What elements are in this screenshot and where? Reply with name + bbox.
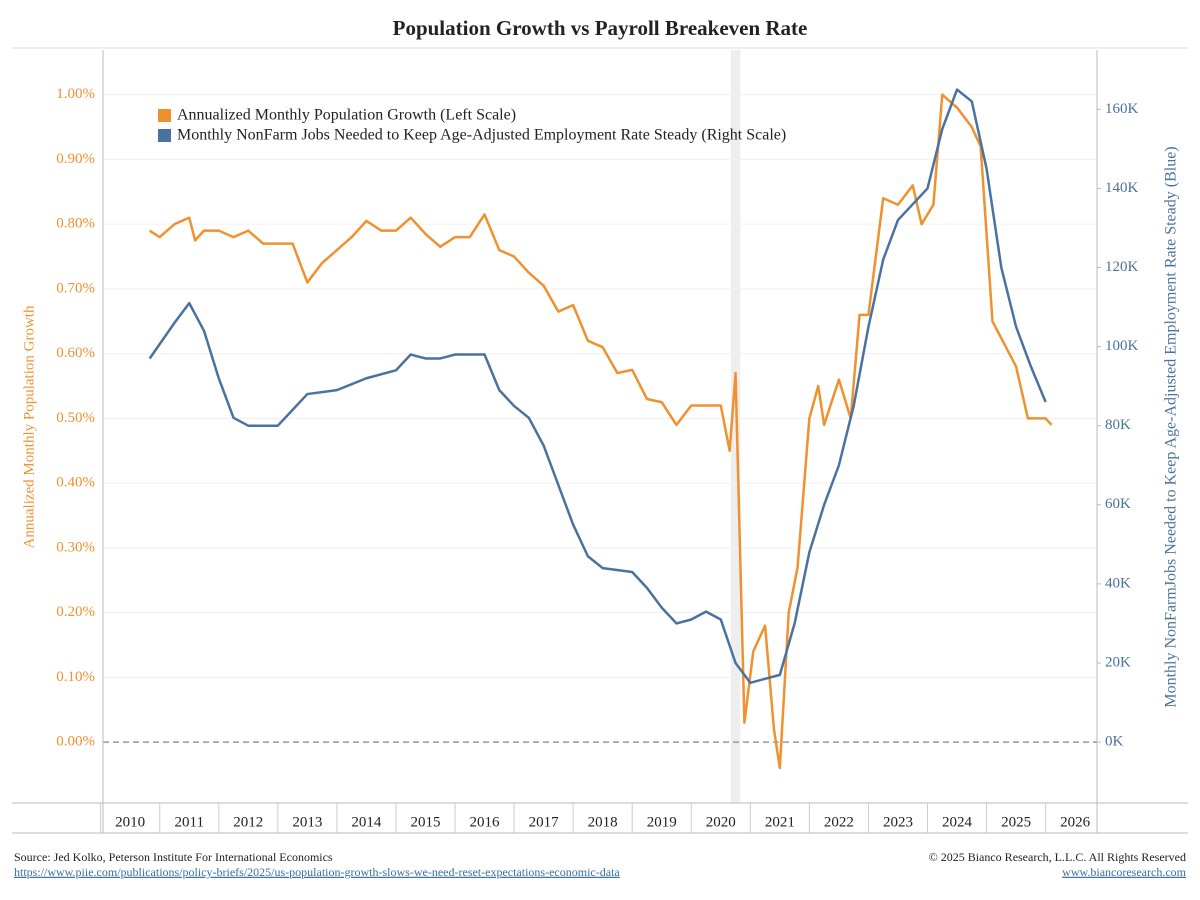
x-tick-label: 2024 <box>942 814 973 830</box>
y2-tick-label: 60K <box>1105 496 1131 512</box>
x-tick-label: 2013 <box>292 814 322 830</box>
y-tick-label: 0.60% <box>56 345 95 361</box>
y-tick-label: 0.40% <box>56 475 95 491</box>
y-tick-label: 1.00% <box>56 86 95 102</box>
x-tick-label: 2012 <box>233 814 263 830</box>
legend-label: Monthly NonFarm Jobs Needed to Keep Age-… <box>177 127 786 144</box>
y-tick-label: 0.30% <box>56 539 95 555</box>
y-tick-label: 0.20% <box>56 604 95 620</box>
y-tick-label: 0.10% <box>56 669 95 685</box>
x-tick-label: 2015 <box>410 814 440 830</box>
x-tick-label: 2022 <box>824 814 854 830</box>
legend-swatch <box>158 129 171 142</box>
source-link-text[interactable]: https://www.piie.com/publications/policy… <box>14 865 620 879</box>
copyright: © 2025 Bianco Research, L.L.C. All Right… <box>929 850 1186 864</box>
series-line <box>148 88 1047 685</box>
x-tick-label: 2020 <box>706 814 736 830</box>
x-tick-label: 2019 <box>647 814 677 830</box>
y-axis-label: Annualized Monthly Population Growth <box>21 305 37 548</box>
x-tick-label: 2025 <box>1001 814 1031 830</box>
y2-tick-label: 100K <box>1105 338 1139 354</box>
chart-title: Population Growth vs Payroll Breakeven R… <box>393 16 808 40</box>
x-tick-label: 2011 <box>175 814 204 830</box>
x-tick-label: 2021 <box>765 814 795 830</box>
legend-swatch <box>158 109 171 122</box>
y-tick-label: 0.50% <box>56 410 95 426</box>
y2-tick-label: 140K <box>1105 180 1139 196</box>
y2-axis-label: Monthly NonFarmJobs Needed to Keep Age-A… <box>1163 146 1180 707</box>
x-tick-label: 2026 <box>1060 814 1091 830</box>
x-tick-label: 2010 <box>115 814 145 830</box>
y2-tick-label: 0K <box>1105 734 1124 750</box>
website-link[interactable]: www.biancoresearch.com <box>1062 865 1186 879</box>
shade-band <box>730 50 741 803</box>
y-tick-label: 0.90% <box>56 151 95 167</box>
y-tick-label: 0.70% <box>56 280 95 296</box>
x-tick-label: 2023 <box>883 814 913 830</box>
y2-tick-label: 40K <box>1105 575 1131 591</box>
y-tick-label: 0.80% <box>56 216 95 232</box>
x-tick-label: 2016 <box>470 814 501 830</box>
y-tick-label: 0.00% <box>56 734 95 750</box>
legend-label: Annualized Monthly Population Growth (Le… <box>177 107 516 124</box>
x-tick-label: 2017 <box>529 814 560 830</box>
source-link[interactable]: https://www.piie.com/publications/policy… <box>14 865 620 879</box>
website-text[interactable]: www.biancoresearch.com <box>1062 865 1186 879</box>
x-tick-label: 2014 <box>351 814 382 830</box>
series-line <box>148 93 1053 770</box>
source: Source: Jed Kolko, Peterson Institute Fo… <box>14 850 333 864</box>
y2-tick-label: 80K <box>1105 417 1131 433</box>
y2-tick-label: 20K <box>1105 654 1131 670</box>
y2-tick-label: 120K <box>1105 259 1139 275</box>
y2-tick-label: 160K <box>1105 101 1139 117</box>
x-tick-label: 2018 <box>588 814 618 830</box>
